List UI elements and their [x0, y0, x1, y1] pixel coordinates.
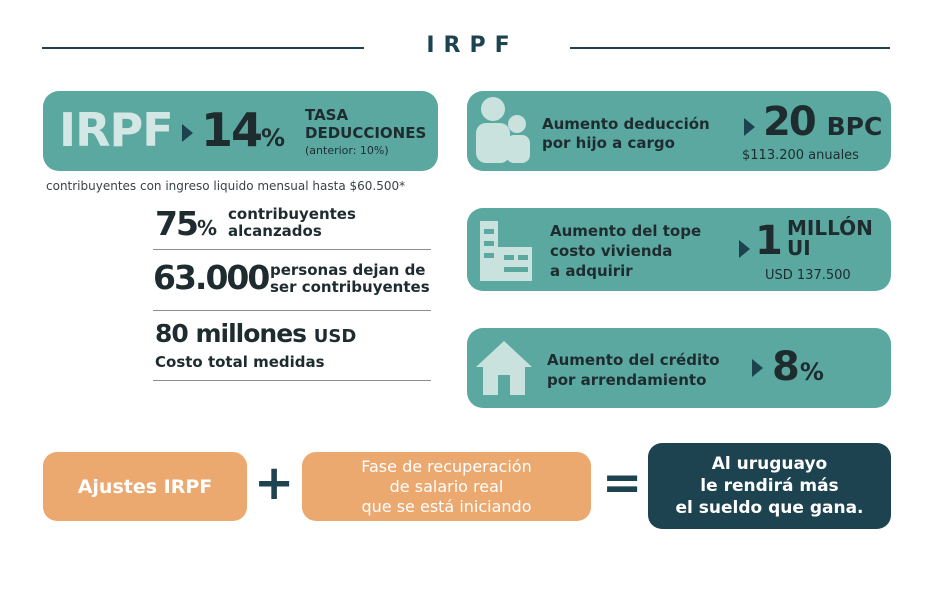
hijo-value: 20 BPC: [763, 99, 883, 145]
vivienda-label: Aumento del tope costo vivienda a adquirir: [550, 222, 702, 280]
arrow-icon: [182, 124, 193, 142]
tasa-label: TASA DEDUCCIONES: [305, 106, 427, 142]
building-icon: [480, 221, 532, 281]
plus-sign: +: [254, 455, 295, 511]
stat-label: contribuyentes alcanzados: [228, 205, 356, 240]
header-rule-left: [42, 47, 364, 49]
arrendamiento-card: Aumento del crédito por arrendamiento 8%: [467, 328, 891, 408]
result-box: Al uruguayo le rendirá más el sueldo que…: [648, 443, 891, 529]
divider: [153, 249, 431, 250]
header-rule-right: [570, 47, 890, 49]
tasa-value: 14%: [201, 103, 286, 157]
hijo-label: Aumento deducción por hijo a cargo: [542, 115, 710, 152]
stat-value: 75%: [155, 204, 217, 243]
stat-value: 63.000: [153, 258, 270, 297]
divider: [153, 310, 431, 311]
irpf-brand: IRPF: [59, 103, 174, 157]
page-title: IRPF: [426, 33, 519, 58]
divider: [153, 380, 431, 381]
stat-value: 80 millones USD: [155, 319, 357, 348]
vivienda-unit: MILLÓN UI: [787, 216, 873, 260]
arrendamiento-value: 8%: [772, 344, 824, 390]
vivienda-sub: USD 137.500: [765, 268, 851, 283]
tasa-card: IRPF 14% TASA DEDUCCIONES (anterior: 10%…: [43, 91, 438, 171]
stat-label: Costo total medidas: [155, 353, 325, 371]
family-icon: [476, 97, 530, 163]
caption: contribuyentes con ingreso liquido mensu…: [46, 179, 406, 193]
fase-recuperacion-box: Fase de recuperación de salario real que…: [302, 452, 591, 521]
arrow-icon: [744, 118, 755, 136]
arrow-icon: [752, 359, 763, 377]
equals-sign: =: [602, 455, 643, 511]
vivienda-value: 1: [755, 218, 783, 264]
house-icon: [476, 341, 532, 395]
vivienda-card: Aumento del tope costo vivienda a adquirir…: [467, 208, 891, 291]
tasa-note: (anterior: 10%): [305, 144, 389, 157]
ajustes-irpf-box: Ajustes IRPF: [43, 452, 247, 521]
arrendamiento-label: Aumento del crédito por arrendamiento: [547, 351, 720, 389]
hijo-card: Aumento deducción por hijo a cargo 20 BPC…: [467, 91, 891, 171]
stat-label: personas dejan de ser contribuyentes: [270, 261, 430, 296]
arrow-icon: [739, 240, 750, 258]
hijo-sub: $113.200 anuales: [742, 148, 859, 163]
